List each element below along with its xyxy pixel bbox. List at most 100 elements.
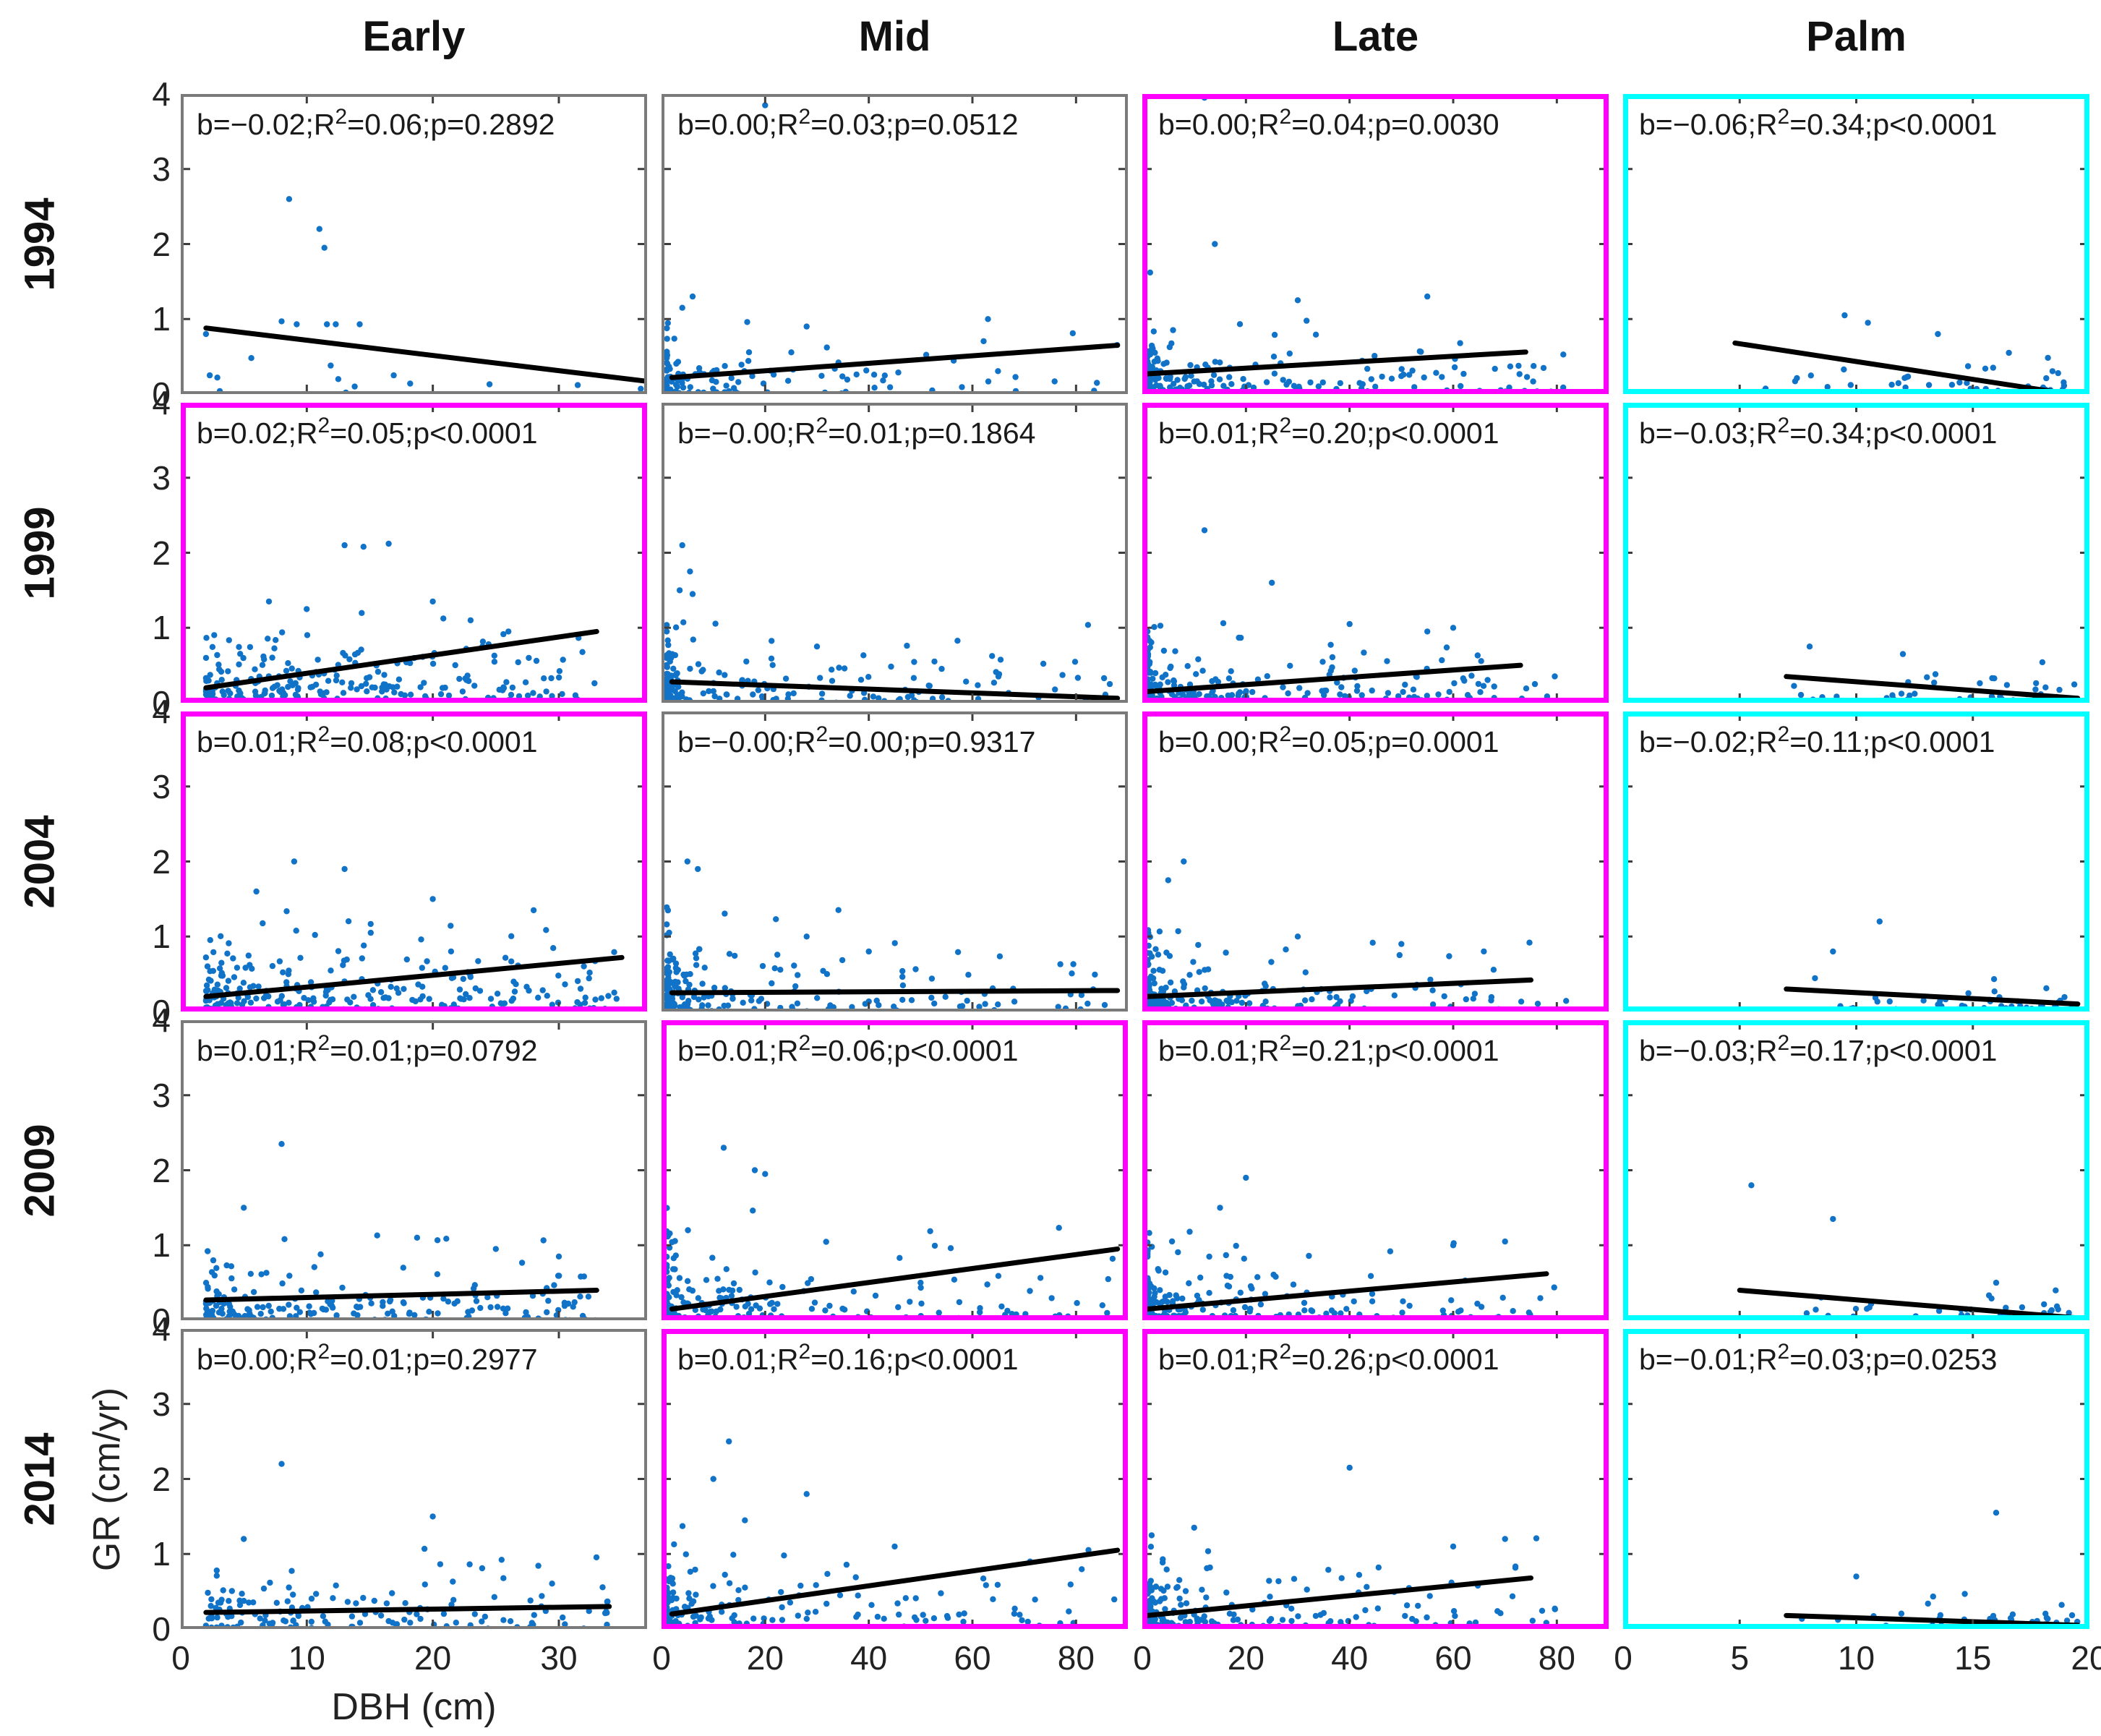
x-tick-label: 10	[1837, 1639, 1875, 1677]
scatter-point	[1991, 988, 1998, 995]
scatter-point	[891, 940, 898, 946]
scatter-point	[1079, 1566, 1085, 1573]
y-tick-label: 0	[152, 1301, 171, 1339]
scatter-point	[500, 630, 507, 638]
scatter-point	[1179, 1295, 1186, 1302]
scatter-point	[1369, 1291, 1376, 1297]
scatter-point	[1441, 993, 1447, 1000]
scatter-point	[1004, 1307, 1011, 1314]
scatter-point	[811, 1299, 818, 1306]
scatter-point	[409, 996, 416, 1004]
scatter-point	[1413, 1618, 1419, 1625]
scatter-point	[210, 949, 217, 956]
scatter-point	[818, 690, 826, 697]
scatter-point	[393, 985, 400, 992]
scatter-point	[579, 649, 586, 655]
scatter-point	[690, 1598, 697, 1604]
stats-annotation: b=−0.00;R2=0.00;p=0.9317	[677, 722, 1035, 758]
scatter-point	[585, 1294, 592, 1300]
scatter-point	[1904, 374, 1910, 380]
scatter-point	[723, 1266, 729, 1273]
scatter-point	[1019, 1617, 1025, 1624]
scatter-point	[335, 948, 342, 954]
scatter-point	[1424, 628, 1431, 635]
scatter-point	[1178, 1602, 1184, 1608]
scatter-point	[339, 679, 346, 685]
scatter-point	[1184, 663, 1191, 670]
scatter-point	[317, 691, 325, 698]
scatter-point	[1398, 941, 1405, 947]
scatter-point	[560, 657, 566, 663]
scatter-point	[2006, 349, 2012, 356]
scatter-point	[389, 1308, 395, 1314]
scatter-point	[1176, 1595, 1183, 1602]
scatter-point	[364, 688, 370, 695]
scatter-point	[680, 1299, 687, 1306]
scatter-point	[1167, 979, 1174, 985]
scatter-point	[722, 910, 728, 917]
scatter-point	[213, 1573, 220, 1579]
scatter-point	[814, 995, 821, 1001]
scatter-point	[1268, 959, 1275, 965]
scatter-point	[1155, 952, 1162, 958]
scatter-point	[912, 1595, 919, 1602]
scatter-point	[1150, 1619, 1156, 1625]
scatter-point	[1105, 1275, 1111, 1283]
scatter-point	[822, 1307, 829, 1314]
scatter-point	[1168, 663, 1174, 670]
scatter-point	[664, 986, 670, 993]
scatter-point	[1488, 993, 1495, 1001]
scatter-point	[402, 1600, 408, 1607]
scatter-point	[1269, 579, 1275, 586]
scatter-point	[1478, 658, 1484, 664]
scatter-point	[2061, 382, 2068, 389]
y-tick-label: 2	[152, 842, 171, 881]
scatter-point	[672, 624, 680, 630]
scatter-point	[1175, 1249, 1181, 1256]
scatter-point	[685, 1227, 691, 1233]
scatter-point	[577, 1001, 583, 1008]
scatter-point	[917, 1284, 924, 1291]
scatter-point	[1262, 980, 1268, 987]
scatter-point	[391, 689, 398, 696]
scatter-point	[482, 1613, 489, 1620]
scatter-point	[1223, 1589, 1230, 1596]
scatter-point	[1346, 1464, 1353, 1471]
scatter-point	[1158, 1586, 1165, 1592]
y-tick-label: 3	[152, 1385, 171, 1423]
scatter-point	[586, 1608, 592, 1615]
scatter-point	[1533, 1535, 1540, 1542]
scatter-point	[257, 1310, 264, 1317]
scatter-point	[721, 1002, 727, 1009]
scatter-point	[599, 1584, 606, 1591]
scatter-point	[2068, 1612, 2076, 1619]
scatter-point	[1406, 1302, 1413, 1309]
scatter-point	[419, 965, 425, 971]
scatter-point	[1315, 383, 1322, 390]
scatter-point	[1494, 1608, 1501, 1615]
y-tick-label: 3	[152, 767, 171, 805]
scatter-point	[726, 951, 733, 957]
scatter-point	[328, 967, 334, 974]
scatter-point	[826, 1302, 833, 1309]
scatter-point	[1196, 969, 1202, 975]
scatter-point	[411, 1312, 418, 1318]
scatter-point	[380, 681, 387, 688]
scatter-point	[745, 358, 752, 364]
scatter-point	[853, 371, 860, 378]
scatter-point	[931, 1000, 938, 1007]
scatter-point	[836, 664, 842, 671]
scatter-point	[2039, 659, 2046, 666]
scatter-point	[1304, 690, 1311, 696]
scatter-point	[797, 1582, 804, 1589]
scatter-point	[214, 375, 221, 381]
scatter-point	[920, 1612, 926, 1618]
scatter-point	[1220, 620, 1227, 627]
scatter-point	[515, 693, 523, 700]
scatter-point	[260, 653, 267, 660]
scatter-point	[724, 691, 730, 698]
scatter-point	[670, 955, 677, 962]
scatter-point	[1084, 622, 1092, 628]
scatter-point	[602, 1609, 609, 1617]
scatter-point	[1526, 1309, 1532, 1316]
